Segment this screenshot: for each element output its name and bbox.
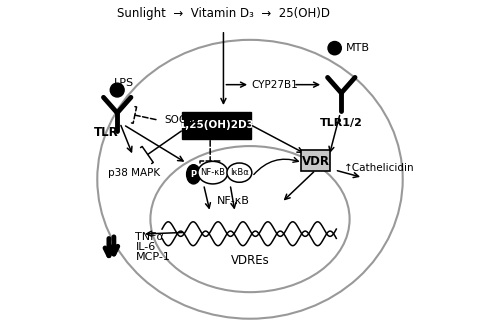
- Text: LPS: LPS: [114, 78, 134, 88]
- Text: 1,25(OH)2D3: 1,25(OH)2D3: [179, 120, 254, 130]
- Text: IκBα: IκBα: [230, 168, 249, 177]
- Text: p38 MAPK: p38 MAPK: [108, 168, 160, 178]
- Text: IL-6: IL-6: [136, 242, 156, 252]
- Text: TNFα: TNFα: [136, 232, 164, 242]
- Text: SOCS1: SOCS1: [164, 115, 200, 125]
- Text: MCP-1: MCP-1: [136, 252, 170, 262]
- Ellipse shape: [227, 163, 252, 182]
- Text: ↑Cathelicidin: ↑Cathelicidin: [344, 163, 415, 173]
- FancyBboxPatch shape: [182, 112, 252, 139]
- FancyBboxPatch shape: [301, 150, 330, 171]
- Text: Sunlight  →  Vitamin D₃  →  25(OH)D: Sunlight → Vitamin D₃ → 25(OH)D: [117, 7, 330, 20]
- Text: VDR: VDR: [302, 154, 330, 168]
- Text: TLR: TLR: [94, 126, 119, 139]
- Text: TLR1/2: TLR1/2: [320, 118, 362, 128]
- Text: CYP27B1: CYP27B1: [252, 80, 298, 90]
- Circle shape: [110, 83, 124, 97]
- Text: P: P: [190, 170, 196, 179]
- Circle shape: [328, 42, 342, 55]
- Ellipse shape: [186, 165, 200, 184]
- Ellipse shape: [198, 161, 228, 184]
- Text: NF-κB: NF-κB: [200, 168, 226, 177]
- Text: NF-κB: NF-κB: [217, 196, 250, 206]
- Text: VDREs: VDREs: [230, 254, 270, 267]
- Text: MTB: MTB: [346, 43, 370, 53]
